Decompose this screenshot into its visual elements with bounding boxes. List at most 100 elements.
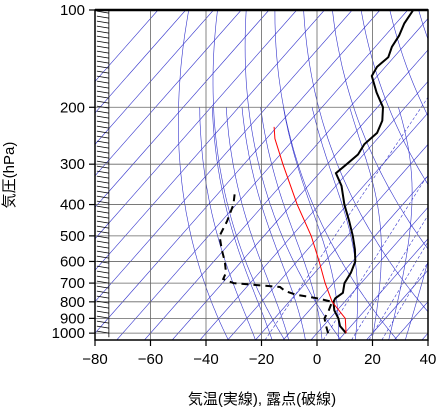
isotherm-line	[95, 10, 325, 271]
wind-barb	[96, 60, 109, 64]
wind-barb	[96, 320, 109, 324]
isotherm-line	[366, 269, 428, 340]
wind-barb	[96, 45, 109, 49]
wind-barb	[96, 290, 109, 294]
x-tick-label: −60	[138, 351, 163, 368]
wind-barb	[96, 30, 109, 34]
wind-barb	[96, 200, 109, 204]
wind-barb	[96, 245, 109, 249]
isotherm-line	[310, 206, 428, 340]
wind-barb	[96, 35, 109, 39]
wind-barb	[96, 250, 109, 254]
wind-barb	[96, 180, 109, 184]
wind-barb	[96, 305, 109, 309]
wind-barb	[96, 165, 109, 169]
wind-barb	[96, 210, 109, 214]
x-tick-label: 0	[313, 351, 321, 368]
y-tick-label: 900	[60, 310, 85, 327]
mixing-ratio-line	[264, 96, 428, 340]
dry-adiabat	[177, 10, 229, 340]
y-tick-label: 1000	[52, 325, 85, 342]
x-tick-label: 40	[420, 351, 436, 368]
wind-barb	[96, 280, 109, 284]
wind-barb	[96, 235, 109, 239]
parcel-line	[273, 126, 347, 334]
isotherm-line	[116, 10, 408, 340]
isotherm-line	[171, 49, 428, 340]
wind-barb	[96, 240, 109, 244]
x-axis-title: 気温(実線), 露点(破線)	[188, 391, 336, 408]
series-layer	[218, 10, 415, 334]
background-lines	[95, 10, 428, 340]
wind-barb	[96, 65, 109, 69]
isotherm-line	[95, 10, 159, 82]
isotherm-line	[95, 10, 214, 145]
wind-barbs	[96, 10, 110, 338]
dry-adiabat	[212, 10, 285, 340]
isotherm-line	[95, 10, 381, 334]
moist-adiabat	[225, 107, 290, 340]
wind-barb	[96, 310, 109, 314]
wind-barb	[96, 175, 109, 179]
wind-barb	[96, 205, 109, 209]
wind-barb	[96, 15, 109, 19]
wind-barb	[96, 170, 109, 174]
moist-adiabat	[241, 107, 306, 340]
wind-barb	[96, 155, 109, 159]
wind-barb	[96, 75, 109, 79]
dewpoint-line	[218, 193, 334, 334]
wind-barb	[96, 145, 109, 149]
isotherm-line	[144, 18, 428, 340]
wind-barb	[96, 20, 109, 24]
wind-barb	[96, 195, 109, 199]
wind-barb	[96, 190, 109, 194]
isotherm-line	[95, 10, 297, 240]
wind-barb	[96, 295, 109, 299]
wind-barb	[96, 270, 109, 274]
wind-barb	[96, 55, 109, 59]
wind-barb	[96, 125, 109, 129]
temperature-line	[332, 10, 415, 334]
dry-adiabat	[303, 10, 428, 313]
wind-barb	[96, 160, 109, 164]
wind-barb	[96, 25, 109, 29]
wind-barb	[96, 330, 109, 334]
y-tick-label: 400	[60, 197, 85, 214]
wind-barb	[96, 80, 109, 84]
isotherm-line	[227, 112, 428, 340]
isotherm-line	[95, 10, 186, 114]
wind-barb	[96, 135, 109, 139]
wind-barb	[96, 300, 109, 304]
moist-adiabat	[405, 259, 428, 340]
wind-barb	[96, 325, 109, 329]
isotherm-line	[95, 10, 270, 208]
wind-barb	[96, 255, 109, 259]
dry-adiabat	[360, 10, 428, 186]
x-tick-label: −80	[82, 351, 107, 368]
isotherm-line	[95, 10, 353, 303]
wind-barb	[96, 150, 109, 154]
wind-barb	[96, 90, 109, 94]
isotherm-line	[199, 80, 428, 340]
wind-barb	[96, 130, 109, 134]
moist-adiabat	[212, 107, 273, 340]
wind-barb	[96, 120, 109, 124]
wind-barb	[96, 230, 109, 234]
moist-adiabat	[260, 107, 323, 340]
x-tick-label: −20	[249, 351, 274, 368]
x-tick-label: 20	[364, 351, 381, 368]
y-tick-label: 600	[60, 253, 85, 270]
wind-barb	[96, 285, 109, 289]
wind-barb	[96, 50, 109, 54]
wind-barb	[96, 70, 109, 74]
y-tick-label: 500	[60, 228, 85, 245]
isotherm-line	[282, 175, 428, 340]
wind-barb	[96, 85, 109, 89]
wind-barb	[96, 110, 109, 114]
wind-barb	[96, 185, 109, 189]
y-axis-title: 気圧(hPa)	[1, 142, 18, 209]
moist-adiabat	[388, 107, 413, 340]
wind-barb	[96, 265, 109, 269]
